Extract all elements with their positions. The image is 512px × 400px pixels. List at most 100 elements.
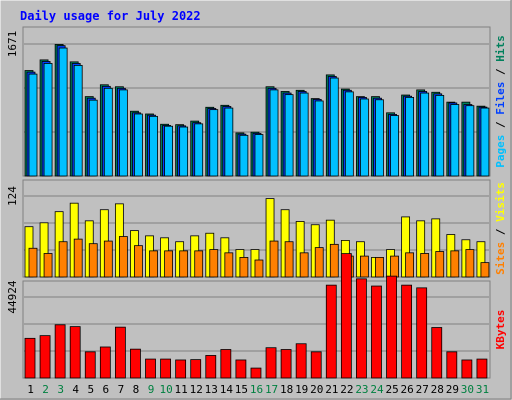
legend-entry: Pages — [494, 135, 507, 168]
bar-kbytes-day-6 — [99, 346, 111, 379]
bar-sites-day-4 — [73, 238, 83, 278]
bar-kbytes-day-21 — [325, 284, 337, 379]
bar-kbytes-day-27 — [416, 287, 428, 379]
chart-title: Daily usage for July 2022 — [20, 9, 201, 23]
x-tick-label: 11 — [175, 383, 188, 396]
x-tick-label: 14 — [220, 383, 234, 396]
x-tick-label: 4 — [72, 383, 79, 396]
bar-pages-day-18 — [284, 94, 294, 177]
bar-sites-day-28 — [435, 251, 445, 278]
bar-pages-day-4 — [73, 65, 83, 177]
bar-kbytes-day-11 — [175, 359, 187, 379]
x-tick-label: 3 — [57, 383, 64, 396]
bar-sites-day-12 — [194, 250, 204, 278]
bar-pages-day-30 — [465, 105, 475, 177]
bar-pages-day-23 — [360, 98, 369, 177]
bar-pages-day-24 — [375, 99, 384, 177]
bar-sites-day-17 — [269, 240, 279, 278]
bar-sites-day-24 — [375, 257, 384, 278]
legend-entry: Sites — [494, 242, 507, 275]
y-tick-label: 124 — [6, 186, 19, 206]
bar-pages-day-17 — [269, 89, 279, 177]
bar-pages-day-14 — [224, 107, 234, 177]
bar-pages-day-20 — [314, 100, 324, 177]
bar-sites-day-25 — [390, 255, 399, 278]
bar-sites-day-15 — [239, 257, 249, 278]
x-tick-label: 26 — [401, 383, 414, 396]
x-tick-label: 31 — [476, 383, 489, 396]
legend-entry: Hits — [494, 35, 507, 62]
bar-sites-day-5 — [88, 243, 98, 278]
bar-kbytes-day-16 — [250, 367, 262, 379]
x-tick-label: 13 — [205, 383, 218, 396]
bar-pages-day-12 — [194, 123, 204, 177]
bar-sites-day-26 — [405, 252, 415, 278]
legend-entry: / — [494, 62, 507, 82]
bar-kbytes-day-23 — [356, 278, 367, 379]
bar-kbytes-day-14 — [220, 349, 232, 379]
x-tick-label: 22 — [340, 383, 353, 396]
bar-sites-day-14 — [224, 252, 234, 278]
chart-panels: 1671 Pages / Files / Hits 124 Sites / Visit… — [6, 26, 507, 379]
bar-pages-day-27 — [420, 92, 430, 177]
bar-pages-day-16 — [254, 134, 264, 177]
bar-sites-day-11 — [179, 250, 189, 278]
bar-pages-day-6 — [103, 87, 113, 177]
bar-kbytes-day-10 — [160, 358, 171, 379]
x-tick-label: 12 — [190, 383, 203, 396]
x-tick-label: 16 — [250, 383, 263, 396]
bar-kbytes-day-5 — [84, 351, 96, 379]
x-tick-label: 27 — [416, 383, 429, 396]
legend-entry: Files — [494, 82, 507, 115]
x-tick-label: 23 — [355, 383, 368, 396]
legend-bottom: KBytes — [494, 310, 507, 350]
bar-pages-day-31 — [480, 107, 490, 177]
bar-kbytes-day-20 — [310, 351, 322, 379]
legend-entry: Visits — [494, 182, 507, 222]
x-tick-label: 15 — [235, 383, 248, 396]
bar-kbytes-day-22 — [340, 253, 352, 379]
x-tick-label: 2 — [42, 383, 49, 396]
bar-kbytes-day-4 — [69, 326, 81, 379]
bar-kbytes-day-30 — [461, 359, 473, 379]
x-tick-label: 17 — [265, 383, 278, 396]
y-tick-label: 44924 — [6, 280, 19, 313]
bar-sites-day-27 — [420, 253, 430, 278]
bar-pages-day-29 — [450, 104, 460, 177]
bar-sites-day-1 — [28, 247, 38, 278]
bar-pages-day-11 — [179, 126, 189, 177]
bar-pages-day-25 — [390, 115, 399, 177]
bar-pages-day-2 — [43, 63, 53, 177]
legend-middle: Sites / Visits — [494, 182, 507, 275]
bar-kbytes-day-8 — [130, 348, 141, 379]
bar-kbytes-day-9 — [145, 358, 156, 379]
bar-kbytes-day-7 — [114, 326, 126, 379]
x-axis-labels: 1 2 3 4 5 6 7 8 9 10 11 12 13 14 15 16 17 18 19 20 21 22 23 24 2… — [27, 383, 489, 396]
x-tick-label: 9 — [148, 383, 155, 396]
x-tick-label: 24 — [370, 383, 384, 396]
legend-entry: KBytes — [494, 310, 507, 350]
x-tick-label: 20 — [310, 383, 323, 396]
bar-sites-day-16 — [254, 259, 264, 278]
bar-pages-day-7 — [118, 89, 128, 177]
bar-sites-day-7 — [118, 236, 128, 278]
x-tick-label: 30 — [461, 383, 474, 396]
y-tick-label: 1671 — [6, 31, 19, 58]
x-tick-label: 1 — [27, 383, 34, 396]
x-tick-label: 7 — [118, 383, 125, 396]
bar-kbytes-day-12 — [190, 359, 202, 379]
bar-sites-day-21 — [329, 243, 339, 278]
bar-pages-day-8 — [134, 113, 143, 177]
bar-pages-day-5 — [88, 99, 98, 177]
panel-top: 1671 Pages / Files / Hits — [6, 26, 507, 177]
bar-kbytes-day-18 — [280, 349, 292, 379]
bar-kbytes-day-29 — [446, 351, 458, 379]
bar-pages-day-28 — [435, 95, 445, 177]
bar-kbytes-day-24 — [371, 285, 382, 379]
bar-sites-day-18 — [284, 241, 294, 278]
bar-sites-day-2 — [43, 253, 53, 278]
panel-middle: 124 Sites / Visits — [6, 179, 507, 278]
bar-sites-day-30 — [465, 249, 475, 278]
bar-sites-day-31 — [480, 262, 490, 278]
